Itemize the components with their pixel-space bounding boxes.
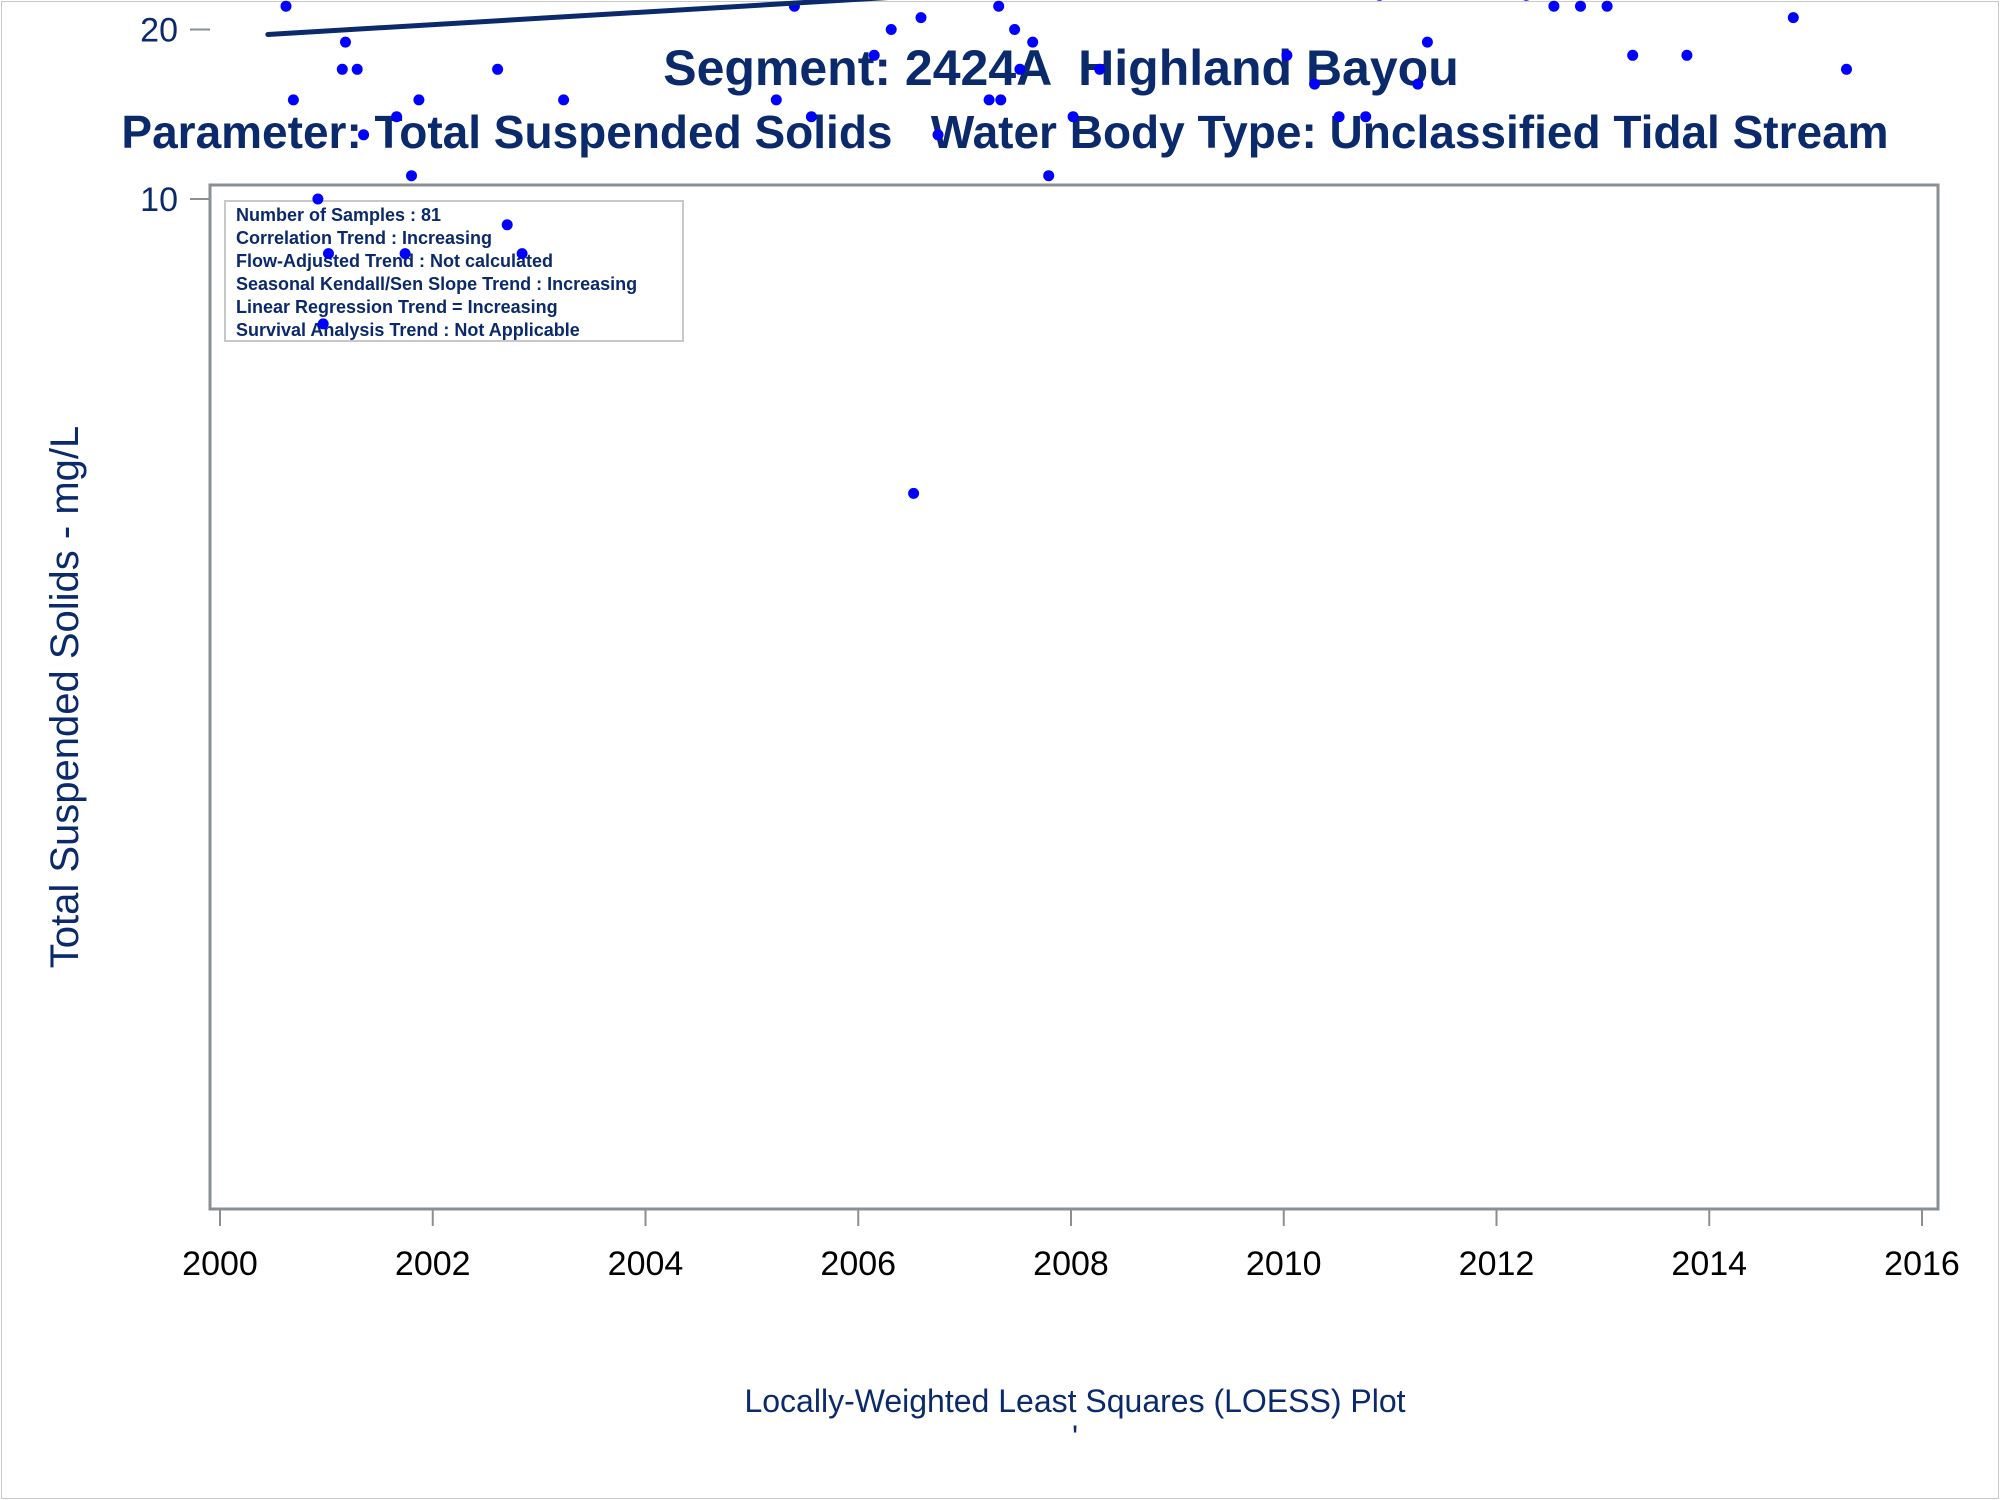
data-point <box>1376 0 1383 1</box>
footnote-mark: ' <box>1072 1419 1078 1455</box>
info-flow-adjusted-trend: Flow-Adjusted Trend : Not calculated <box>236 251 553 271</box>
data-point <box>501 219 513 231</box>
data-point <box>399 248 411 260</box>
info-box-border <box>224 200 684 342</box>
data-point <box>868 49 880 61</box>
y-tick-label: 20 <box>140 12 178 50</box>
data-point <box>558 94 570 106</box>
x-axis: 2000 2002 2004 2006 2008 2010 2012 2014 2016 <box>182 1209 1960 1283</box>
data-point <box>1094 63 1106 75</box>
data-point <box>1787 12 1799 24</box>
data-point <box>1027 36 1039 48</box>
data-point <box>413 94 425 106</box>
data-point <box>391 111 403 123</box>
data-point <box>1575 0 1586 12</box>
y-axis: 10203040506080 <box>140 12 210 219</box>
y-axis-label: Total Suspended Solids - mg/L <box>43 426 87 969</box>
info-correlation-trend: Correlation Trend : Increasing <box>236 228 492 248</box>
info-seasonal-kendall-trend: Seasonal Kendall/Sen Slope Trend : Incre… <box>236 274 637 294</box>
data-point <box>340 36 351 48</box>
data-point <box>323 248 334 260</box>
info-box: Number of Samples : 81 Correlation Trend… <box>224 200 684 342</box>
x-tick-label: 2002 <box>395 1245 471 1283</box>
data-point <box>885 24 897 35</box>
data-point <box>516 248 528 260</box>
data-point <box>770 94 782 106</box>
data-point <box>1523 0 1530 1</box>
x-tick-label: 2006 <box>820 1245 896 1283</box>
info-survival-analysis-trend: Survival Analysis Trend : Not Applicable <box>236 320 580 340</box>
data-point <box>317 318 329 330</box>
data-point <box>351 63 363 75</box>
data-point <box>908 487 920 499</box>
data-point <box>983 94 995 106</box>
x-tick-label: 2014 <box>1671 1245 1747 1283</box>
data-point <box>1681 49 1693 61</box>
plot-area <box>208 183 1940 1211</box>
data-point <box>312 193 324 205</box>
x-tick-label: 2000 <box>182 1245 258 1283</box>
data-point <box>932 129 944 141</box>
data-points <box>280 0 1852 499</box>
data-point <box>1421 36 1433 48</box>
data-point <box>1627 49 1639 61</box>
plot-footnote: Locally-Weighted Least Squares (LOESS) P… <box>744 1383 1405 1419</box>
info-samples: Number of Samples : 81 <box>236 205 441 225</box>
data-point <box>993 0 1005 12</box>
data-point <box>1548 0 1560 12</box>
x-tick-label: 2016 <box>1884 1245 1960 1283</box>
trend-line <box>265 0 889 37</box>
x-tick-label: 2008 <box>1033 1245 1109 1283</box>
chart-title: Segment: 2424A Highland Bayou <box>663 40 1459 96</box>
data-point <box>1014 63 1026 75</box>
data-point <box>1841 63 1852 75</box>
data-point <box>492 63 504 75</box>
data-point <box>1067 111 1079 123</box>
data-point <box>1601 0 1613 12</box>
data-point <box>1009 24 1021 35</box>
x-tick-label: 2010 <box>1246 1245 1322 1283</box>
data-point <box>1281 49 1293 61</box>
data-point <box>336 63 348 75</box>
data-point <box>1412 78 1424 90</box>
info-linear-regression-trend: Linear Regression Trend = Increasing <box>236 297 558 317</box>
data-point <box>287 94 299 106</box>
data-point <box>1360 111 1372 123</box>
x-tick-label: 2004 <box>608 1245 684 1283</box>
data-point <box>915 12 927 24</box>
x-tick-label: 2012 <box>1459 1245 1535 1283</box>
data-point <box>280 0 292 12</box>
data-point <box>805 111 817 123</box>
data-point <box>1333 111 1345 123</box>
chart-subtitle: Parameter: Total Suspended Solids Water … <box>121 106 1888 158</box>
data-point <box>1043 170 1055 182</box>
data-point <box>995 94 1007 106</box>
y-tick-label: 10 <box>140 181 178 219</box>
data-point <box>358 129 370 141</box>
data-point <box>1309 78 1321 90</box>
data-point <box>406 170 417 182</box>
